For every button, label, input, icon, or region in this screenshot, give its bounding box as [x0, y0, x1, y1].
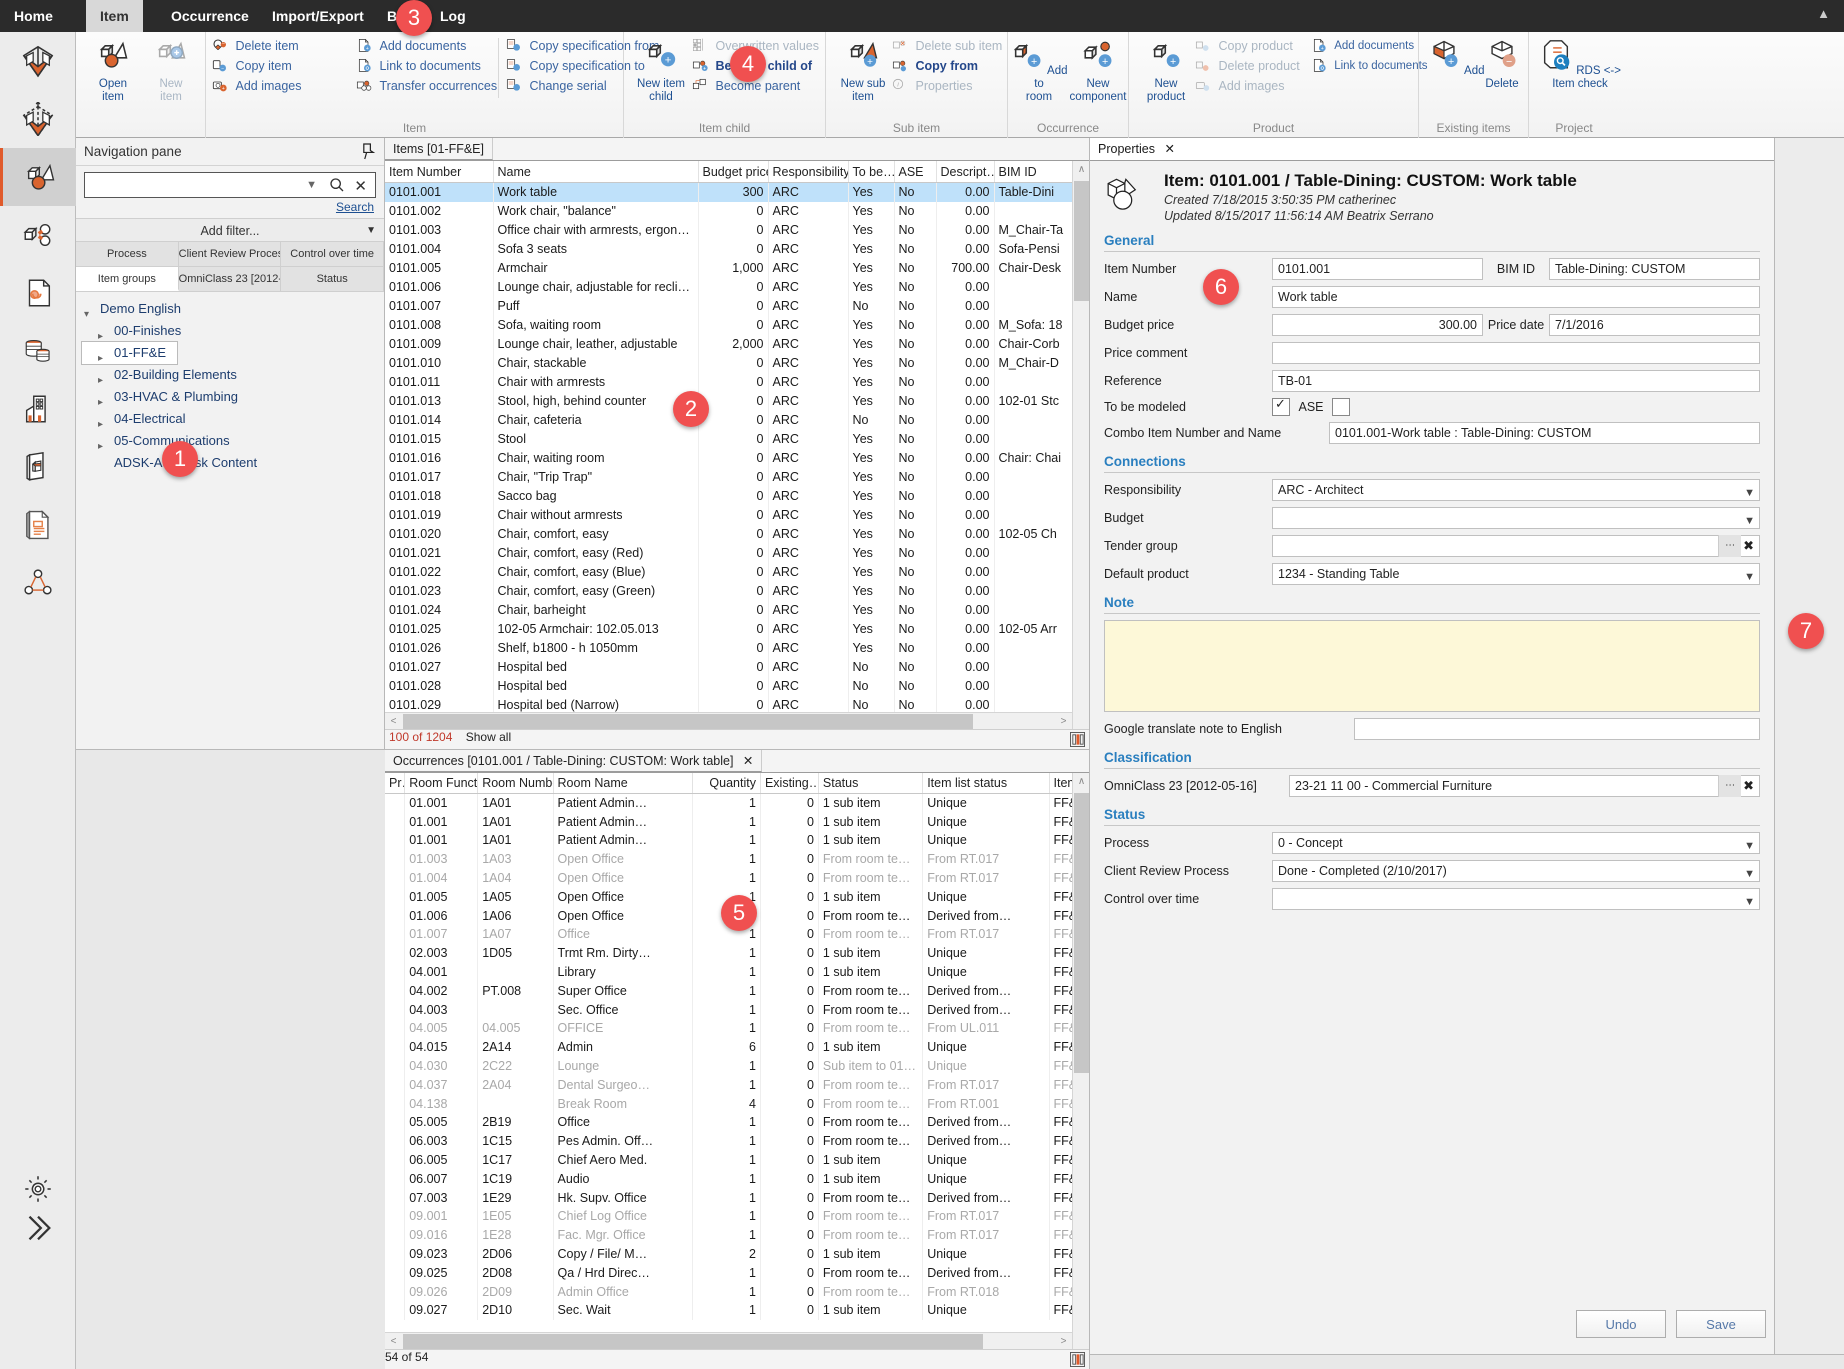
svg-text:+: + [1170, 56, 1176, 68]
svg-text:+: + [1321, 46, 1324, 52]
svg-text:−: − [1506, 56, 1512, 68]
svg-text:i: i [897, 83, 899, 89]
svg-text:+: + [1102, 56, 1108, 68]
svg-text:−: − [222, 42, 225, 48]
svg-text:+: + [703, 66, 706, 71]
svg-text:+: + [222, 86, 225, 92]
svg-text:+: + [366, 46, 369, 52]
svg-text:+: + [867, 57, 873, 68]
svg-text:−: − [221, 66, 224, 72]
svg-text:+: + [1448, 56, 1454, 68]
svg-text:+: + [665, 55, 672, 67]
svg-text:+: + [1031, 56, 1037, 68]
